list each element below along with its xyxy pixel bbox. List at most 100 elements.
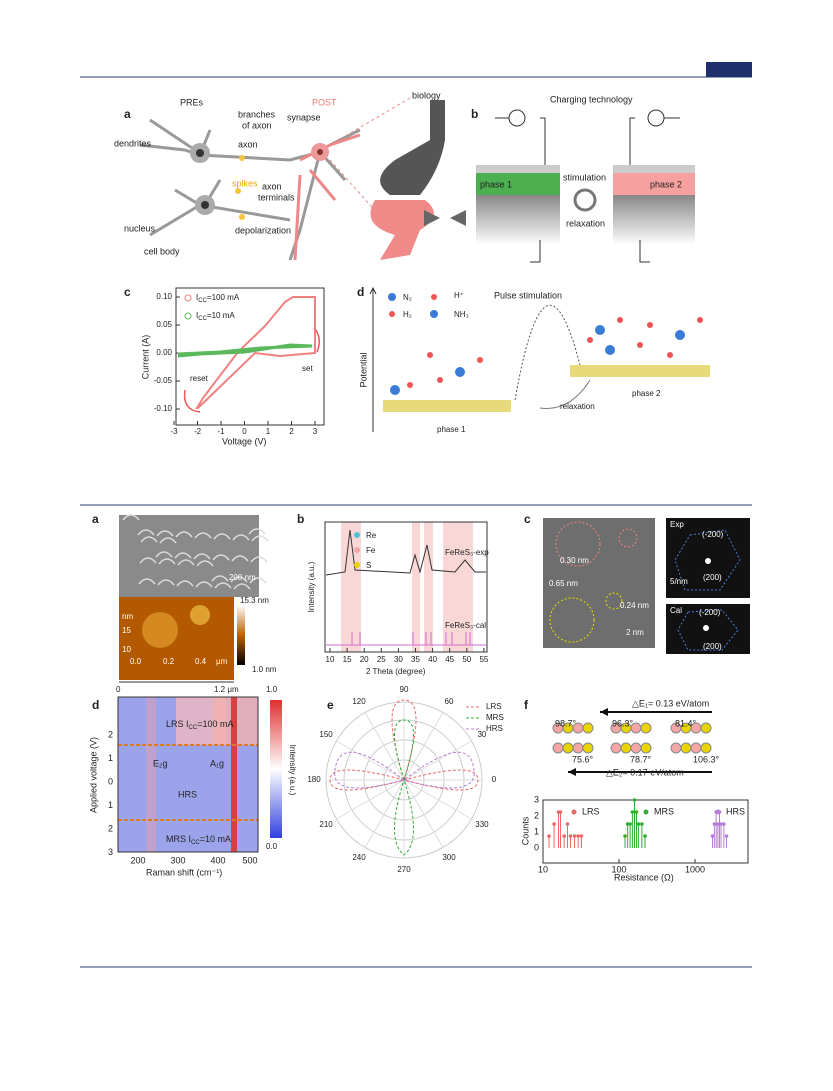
grid-spoke [403, 779, 472, 820]
grid-spoke [403, 779, 444, 848]
axis-title: Raman shift (cm⁻¹) [146, 867, 222, 877]
legend-label: MRS [486, 713, 504, 722]
legend-label: ICC=100 mA [196, 293, 240, 303]
atom [700, 742, 712, 754]
decoration [476, 195, 560, 245]
decoration [237, 605, 245, 665]
label: terminals [258, 192, 295, 202]
flake [175, 531, 193, 538]
legend-label: S [366, 561, 371, 570]
atom [562, 742, 574, 754]
panel: 2 1 0 1 2 3 200 300 400 500 [108, 729, 258, 865]
axis-title: Counts [520, 816, 530, 845]
label: of axon [242, 120, 272, 130]
legend-swatch [643, 809, 649, 815]
x-tick-label: 400 [210, 855, 225, 865]
stem-point [623, 834, 627, 838]
stem-point [710, 834, 715, 838]
tick-label: 1.2 μm [214, 685, 239, 694]
angle-label: 78.7° [630, 754, 652, 764]
decoration [549, 597, 595, 643]
stem-point [632, 798, 637, 802]
x-tick-label: 3 [313, 427, 318, 436]
stem-point [547, 834, 551, 838]
x-tick-label: 35 [411, 655, 420, 664]
decoration [431, 294, 437, 300]
atom [572, 742, 584, 754]
label: phase 2 [650, 179, 682, 189]
series-label: FeReS₃-cal [445, 621, 486, 630]
x-tick-label: 300 [170, 855, 185, 865]
flake [139, 557, 157, 564]
legend-label: HRS [726, 806, 745, 816]
decoration [354, 547, 360, 553]
decoration [175, 287, 325, 426]
label: LRS ICC=100 mA [166, 719, 233, 730]
decoration [354, 532, 360, 538]
flake [213, 533, 231, 540]
x-tick-label: 15 [343, 655, 352, 664]
panel-label: c [524, 512, 531, 526]
panel: a 200 nm 15.3 nm 1.0 nm nm 15 10 0.0 0.2… [92, 512, 277, 694]
label: (200) [703, 573, 722, 582]
stem-point [634, 810, 639, 814]
panel-label: b [297, 512, 304, 526]
panel [390, 317, 703, 395]
label: Pulse stimulation [494, 290, 562, 300]
scale-bar: 2 nm [626, 628, 644, 637]
label: spikes [232, 178, 258, 188]
flake [137, 529, 155, 536]
decoration [354, 562, 360, 568]
flake [177, 559, 195, 566]
panel [122, 514, 269, 590]
label: depolarization [235, 225, 291, 235]
molecule [617, 317, 623, 323]
stem-point [579, 834, 584, 838]
decoration [329, 699, 479, 791]
flake [232, 534, 250, 541]
flake [250, 556, 268, 563]
scale-bar: 5/nm [670, 577, 688, 586]
label: A₁g [210, 758, 224, 768]
x-tick-label: 100 [611, 864, 626, 874]
decoration [270, 700, 282, 838]
flake [176, 580, 194, 587]
molecule [667, 352, 673, 358]
decoration [568, 768, 576, 776]
flake [159, 537, 177, 544]
y-tick-label: 0 [108, 776, 113, 786]
panel: d Potential N₂ H⁺ H₂ NH₃ Pulse stimulati… [357, 285, 710, 434]
molecule [637, 342, 643, 348]
stem-point [719, 822, 723, 826]
decoration [383, 400, 511, 412]
x-tick-label: 30 [394, 655, 403, 664]
series-label: FeReS₃-exp [445, 548, 489, 557]
decoration [706, 62, 752, 77]
stem-point [558, 810, 563, 814]
decoration [334, 751, 475, 789]
atom [630, 742, 642, 754]
panel: 10 100 1000 0 1 2 3 LRS MRS HRS [534, 794, 745, 874]
angle-label: 98.7° [555, 718, 577, 728]
legend-label: LRS [582, 806, 600, 816]
angle-label: 330 [475, 820, 489, 829]
panel: f △E₁= 0.13 eV/atom △E₂= 0.17 eV/atom 98… [520, 698, 749, 882]
panel-label: c [124, 285, 131, 299]
decoration [613, 165, 695, 173]
label: 0.30 nm [560, 556, 589, 565]
x-tick-label: -3 [170, 427, 178, 436]
x-tick-label: 45 [445, 655, 454, 664]
label: Cal [670, 606, 682, 615]
stem-point [628, 822, 632, 826]
molecule [390, 385, 400, 395]
legend-label: HRS [486, 724, 503, 733]
atom [680, 742, 692, 754]
x-tick-label: 0 [242, 427, 247, 436]
tick-label: 0 [116, 685, 121, 694]
flake [212, 554, 230, 561]
flake [138, 578, 156, 585]
y-tick-label: 1 [534, 826, 539, 836]
legend-swatch [715, 809, 721, 815]
flake [157, 579, 175, 586]
decoration [543, 518, 655, 648]
